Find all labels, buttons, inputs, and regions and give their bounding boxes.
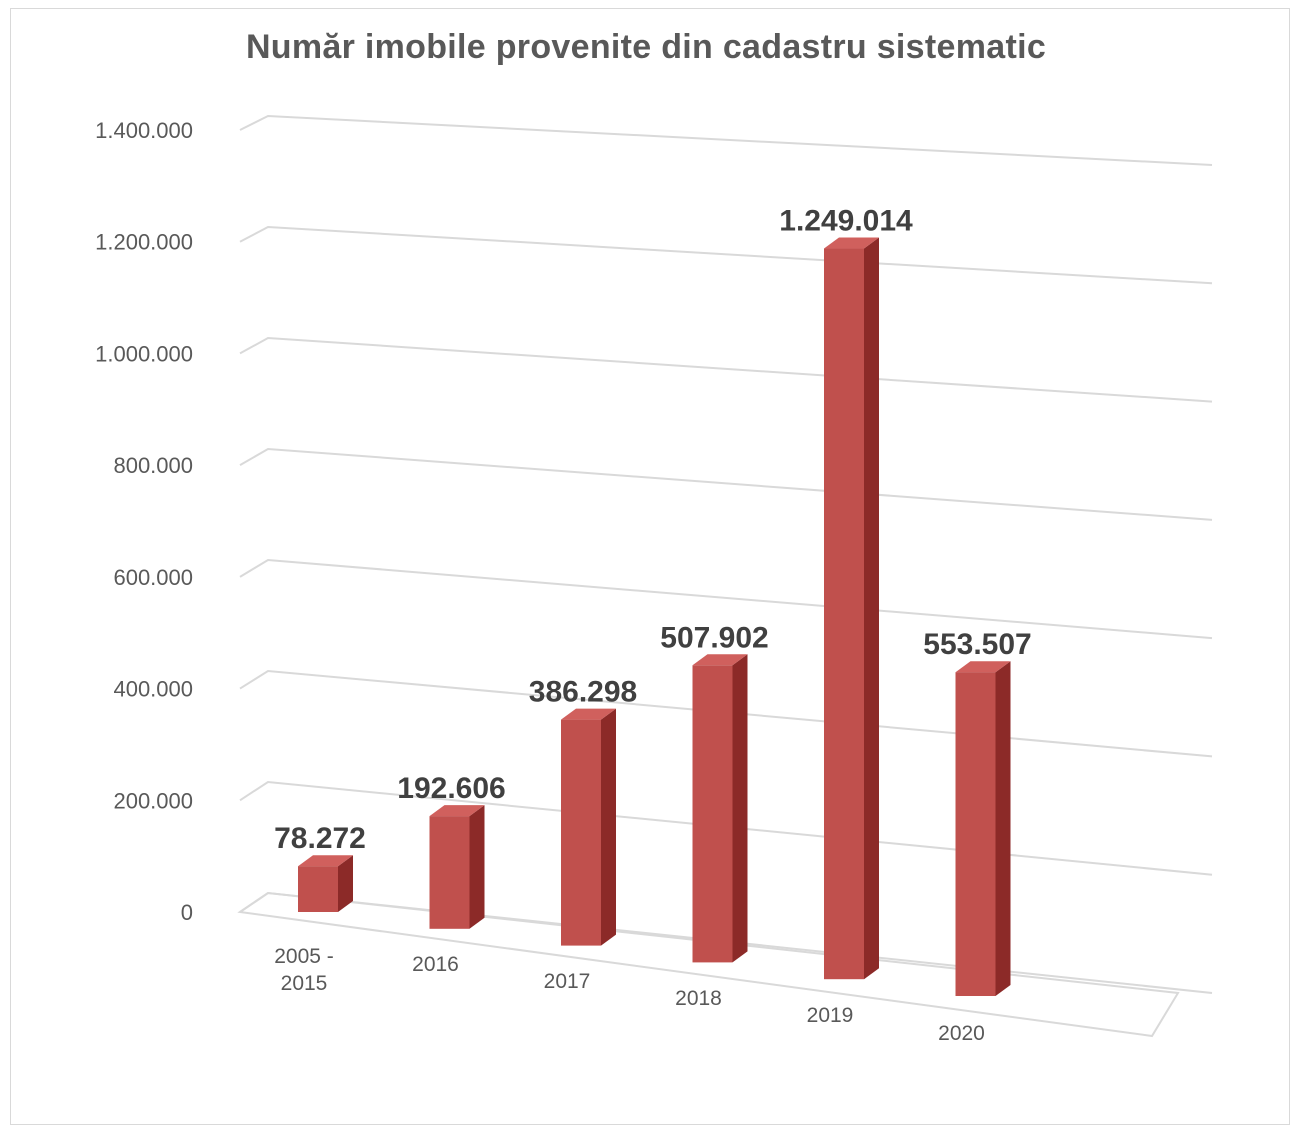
bar-side [469,805,485,929]
bar-side [601,708,616,946]
y-tick-label: 1.200.000 [95,230,193,255]
bar [429,816,470,929]
x-tick-label: 2016 [412,953,459,976]
data-label: 553.507 [923,628,1031,661]
data-label: 78.272 [274,822,366,855]
bar-side [732,654,748,963]
gridline [239,558,1213,640]
gridline [239,447,1213,521]
y-tick-label: 800.000 [113,453,193,478]
gridline [239,114,1213,166]
x-axis-category-labels: 2005 -2015 2016 2017 2018 2019 2020 [274,945,985,1045]
gridlines [239,114,1213,994]
y-tick-label: 1.400.000 [95,118,193,143]
bar-side [995,661,1011,996]
bar-top [955,661,1011,673]
chart-title: Număr imobile provenite din cadastru sis… [245,28,1047,66]
bar [824,248,864,980]
x-tick-label: 2019 [807,1004,854,1027]
y-axis-tick-labels: 0 200.000 400.000 600.000 800.000 1.000.000 1.… [95,118,193,925]
bar-side [338,855,353,912]
gridline [239,780,1213,876]
bar [955,672,996,996]
data-label: 507.902 [660,621,768,654]
data-label: 192.606 [397,772,505,805]
gridline [239,669,1213,758]
bars [298,237,1011,996]
bar-top [824,237,879,249]
floor-outline [237,891,1180,1038]
chart-frame [10,8,1290,1125]
gridline [239,225,1213,285]
chart-floor [237,891,1180,1038]
y-tick-label: 600.000 [113,565,193,590]
bar [692,665,733,963]
x-tick-label: 2018 [675,987,722,1010]
bar [298,866,338,912]
gridline [239,336,1213,403]
x-tick-label: 2020 [938,1022,985,1045]
data-label: 1.249.014 [779,205,913,238]
y-tick-label: 1.000.000 [95,341,193,366]
x-tick-label: 2017 [544,970,591,993]
bar-top [429,805,485,817]
x-tick-label: 2005 -2015 [274,945,334,995]
bar-top [561,708,616,720]
y-tick-label: 400.000 [113,677,193,702]
bar [561,719,601,946]
y-tick-label: 200.000 [113,788,193,813]
bar-top [298,855,353,867]
data-label: 386.298 [529,676,637,709]
data-labels: 78.272 192.606 386.298 507.902 1.249.014 553.… [274,205,1032,856]
bar-top [692,654,748,666]
bar-side [864,237,879,980]
y-tick-label: 0 [181,900,193,925]
